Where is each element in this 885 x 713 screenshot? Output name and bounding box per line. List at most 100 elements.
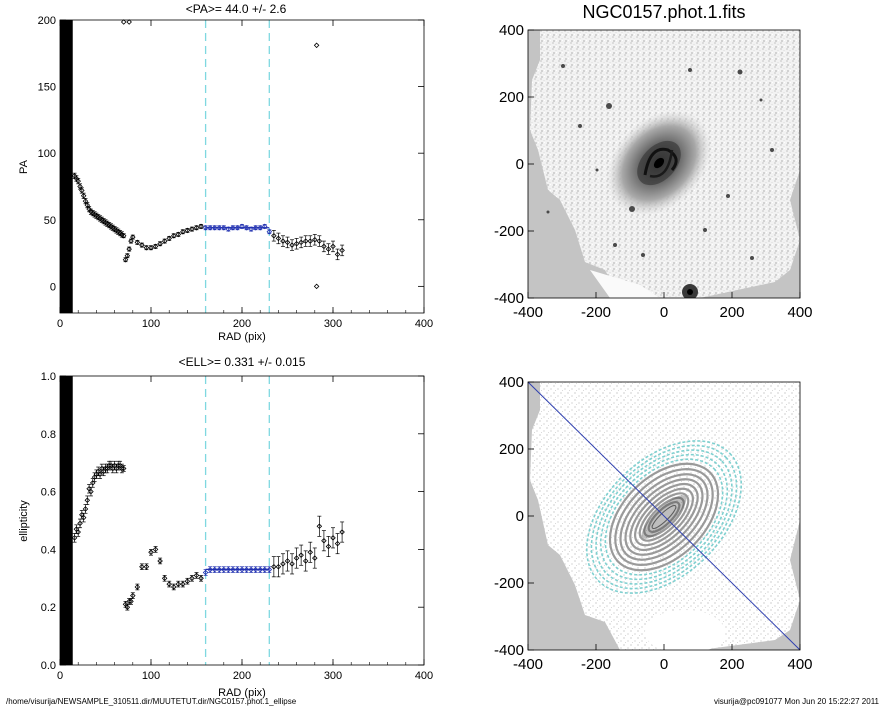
diamond-marker [124,252,131,259]
ellipticity-plot-title: <ELL>= 0.331 +/- 0.015 [179,355,306,369]
data-point [312,547,318,569]
diamond-marker [221,224,227,231]
diamond-marker [102,465,109,472]
data-point [193,224,200,231]
x-tick-label: 400 [787,304,812,321]
major-axis-line [528,382,800,650]
diamond-marker [325,543,332,550]
y-tick-label: 0.2 [41,602,56,614]
diamond-marker [175,231,182,238]
data-point [161,238,168,244]
data-point [302,550,309,572]
diamond-marker [128,598,134,605]
pa-plot-title: <PA>= 44.0 +/- 2.6 [186,2,287,16]
diamond-marker [161,238,168,244]
data-point [321,240,327,253]
data-point [166,235,172,242]
pa-plot-marks [60,19,345,313]
diamond-marker [82,506,89,512]
data-point [124,252,131,259]
data-point [339,521,345,543]
data-point [289,553,295,575]
diamond-marker [134,584,141,590]
diamond-marker [202,224,209,231]
y-tick-label: 400 [499,374,524,391]
data-point [298,544,304,566]
outlier-marker [126,19,132,25]
diamond-marker [280,238,286,244]
diamond-marker [130,592,136,599]
diamond-marker [180,581,186,587]
data-point [193,572,200,579]
data-point [82,198,89,205]
y-tick-label: 150 [38,82,56,94]
diamond-marker [257,224,263,231]
data-point [157,240,163,247]
data-point [221,224,227,231]
y-tick-label: -200 [494,223,524,240]
galaxy-image-ticks: -400 -200 0 200 400 -400 -200 0 200 400 [494,22,813,321]
diamond-marker [239,223,245,230]
data-point [271,230,277,242]
diamond-marker [175,581,182,587]
diamond-marker [230,224,236,231]
y-tick-label: 50 [44,215,56,227]
data-point [184,227,191,234]
data-point [325,536,332,557]
data-point [334,248,341,261]
diamond-marker [128,238,134,244]
data-point [198,575,204,582]
ellipticity-plot-frame [59,375,425,666]
data-point [261,223,268,230]
y-tick-label: 0 [50,281,56,293]
diamond-marker [80,193,87,199]
diamond-marker [170,584,177,590]
contour-image-ticks: -400 -200 0 200 400 -400 -200 0 200 400 [494,374,813,673]
y-tick-label: 200 [38,15,56,27]
data-point [330,527,336,549]
y-tick-label: 0.0 [41,660,56,672]
x-tick-label: 0 [660,304,668,321]
x-tick-label: 300 [324,318,342,330]
diamond-marker [202,569,209,576]
outlier-marker [313,42,320,49]
data-point [175,580,182,588]
diamond-marker [325,246,332,252]
footer-user-timestamp: visurija@pc091077 Mon Jun 20 15:22:27 20… [714,697,879,706]
diamond-marker [330,535,336,541]
diamond-marker [157,558,163,564]
diamond-marker [307,238,314,244]
data-point [82,504,89,514]
ellipticity-plot-ylabel: ellipticity [18,500,30,542]
diamond-marker [334,540,341,547]
diamond-marker [271,563,277,570]
galaxy-image-panel: NGC0157.phot.1.fits -400 -200 0 200 400-400-… [494,2,813,321]
data-point [148,244,154,251]
diamond-marker [134,239,141,246]
data-point [280,235,286,247]
x-tick-label: 200 [719,656,744,673]
diamond-marker [234,224,241,231]
x-tick-label: -400 [513,304,543,321]
y-tick-label: 1.0 [41,371,56,383]
data-point [184,577,191,585]
diamond-marker [193,224,200,231]
x-tick-label: 400 [415,318,433,330]
data-point [321,530,327,552]
diamond-marker [293,240,300,247]
diamond-marker [89,480,96,486]
isophote-contour [590,444,738,590]
y-tick-label: -400 [494,290,524,307]
core-shade [641,495,687,539]
pa-plot-xlabel: RAD (pix) [218,331,266,343]
diamond-marker [152,243,159,250]
diamond-marker [120,465,127,472]
diamond-marker [77,183,83,190]
data-point [166,580,172,588]
data-point [316,235,323,247]
masked-region [60,20,73,313]
diamond-marker [143,244,150,251]
outlier-marker [120,19,127,25]
diamond-marker [289,242,295,248]
data-point [325,243,332,255]
